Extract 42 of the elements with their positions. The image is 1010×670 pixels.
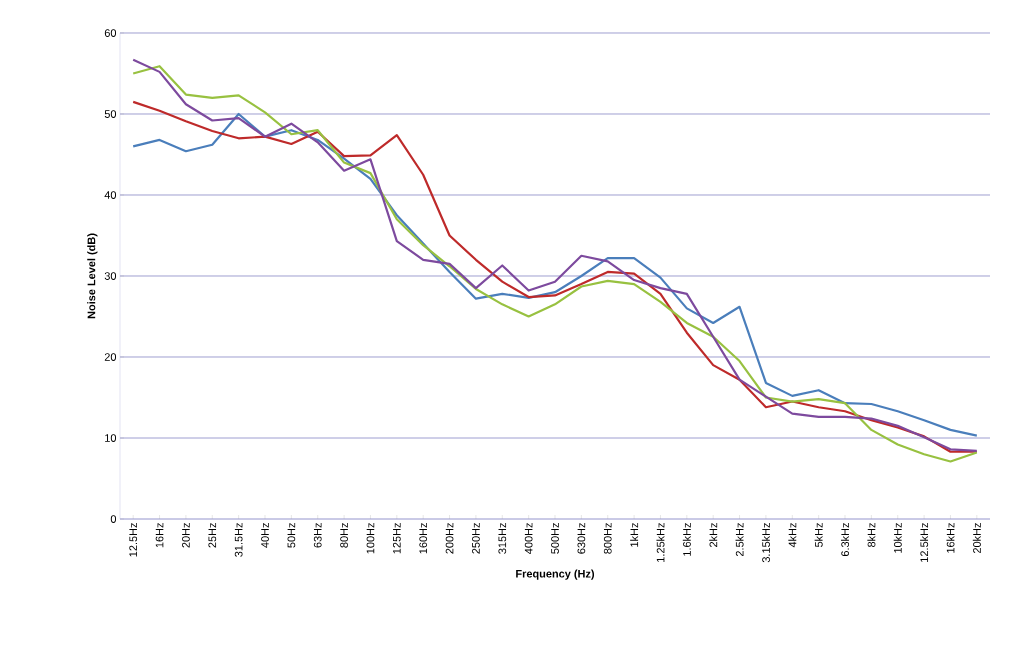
y-tick-label: 0 (110, 515, 117, 523)
x-tick-label: 12.5Hz (129, 523, 138, 557)
y-tick-label: 20 (104, 353, 117, 361)
x-tick-label: 31.5Hz (234, 523, 243, 557)
x-tick-label: 8kHz (867, 523, 876, 548)
x-tick-label: 16kHz (946, 523, 955, 553)
x-tick-label: 80Hz (340, 523, 348, 548)
x-tick-label: 1.6kHz (682, 523, 691, 556)
y-tick-label: 30 (104, 272, 117, 280)
x-tick-label: 315Hz (498, 523, 507, 554)
x-tick-label: 800Hz (603, 523, 612, 554)
x-tick-label: 20Hz (182, 523, 190, 548)
x-tick-label: 160Hz (419, 523, 428, 554)
x-tick-label: 10kHz (893, 523, 902, 553)
x-tick-label: 630Hz (577, 523, 586, 554)
x-tick-label: 125Hz (392, 523, 401, 554)
x-tick-label: 400Hz (524, 523, 533, 554)
x-axis-title: Frequency (Hz) (516, 569, 595, 580)
y-tick-label: 50 (104, 110, 117, 118)
x-tick-label: 4kHz (788, 523, 797, 548)
x-tick-label: 12.5kHz (920, 523, 929, 562)
x-tick-label: 5kHz (814, 523, 823, 548)
y-tick-label: 60 (104, 29, 117, 37)
x-tick-label: 20kHz (972, 523, 981, 554)
x-tick-label: 40Hz (261, 523, 269, 548)
x-tick-label: 63Hz (313, 523, 322, 548)
x-tick-label: 50Hz (287, 523, 296, 548)
x-tick-label: 1kHz (630, 523, 639, 547)
x-tick-label: 250Hz (472, 523, 480, 554)
x-tick-label: 16Hz (155, 523, 164, 548)
x-tick-label: 1.25kHz (656, 523, 665, 562)
x-tick-label: 3.15kHz (761, 523, 770, 563)
x-tick-label: 2.5kHz (735, 523, 744, 557)
y-axis-title: Noise Level (dB) (87, 233, 98, 319)
x-tick-label: 100Hz (366, 523, 375, 554)
x-tick-label: 500Hz (551, 523, 559, 554)
y-tick-label: 10 (105, 434, 117, 442)
x-tick-label: 25Hz (208, 523, 217, 548)
x-tick-label: 6.3kHz (840, 523, 850, 557)
x-tick-label: 2kHz (709, 523, 718, 547)
y-tick-label: 40 (104, 191, 117, 199)
x-tick-label: 200Hz (445, 523, 454, 554)
